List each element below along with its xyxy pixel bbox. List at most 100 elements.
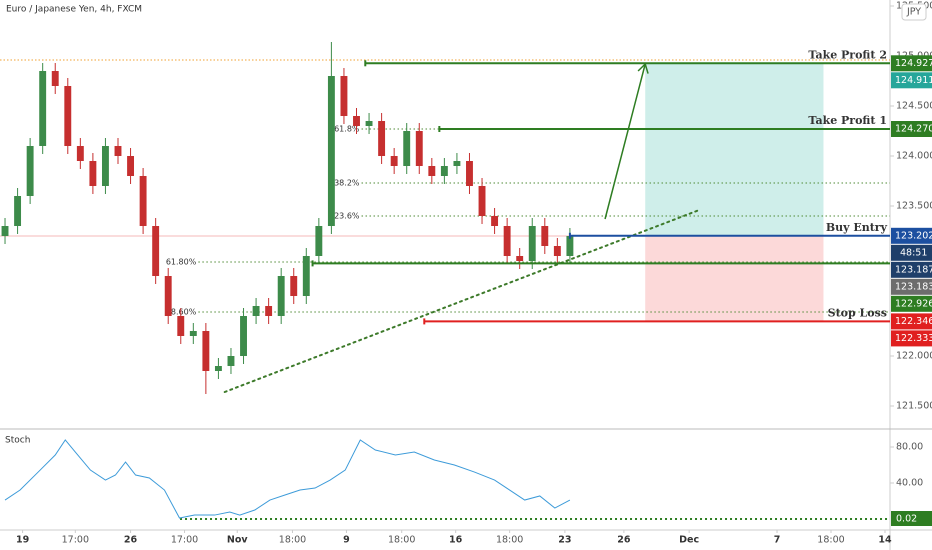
candle-body [491,216,499,226]
price-tag [891,121,932,137]
x-tick-label: 7 [774,535,781,546]
candle-body [227,356,235,366]
candle-body [189,331,197,336]
level-label: Take Profit 1 [808,114,887,127]
price-tag [891,227,932,244]
candle-body [202,331,210,371]
candle-body [14,196,22,226]
level-label: Stop Loss [828,306,887,319]
candle-body [127,156,135,176]
stoch-tick-label: 40.00 [896,478,923,489]
candle-body [51,71,59,86]
x-tick-label: Dec [679,535,699,546]
candle-body [214,366,222,371]
price-tag-label: 123.187 [895,264,932,275]
price-tag [891,55,932,72]
level-label: Buy Entry [826,221,888,234]
candle-body [378,121,386,156]
stoch-level-tag [891,511,932,527]
currency: JPY [906,7,921,18]
fib-label: 61.8% [334,125,360,134]
candle-body [315,226,323,256]
candle-body [177,316,185,336]
x-tick-label: 16 [449,535,463,546]
price-tag-label: 124.911 [895,75,932,86]
chart-title: Euro / Japanese Yen, 4h, FXCM [6,5,142,15]
candle-body [277,276,285,316]
candle-body [528,226,536,261]
price-tag [891,295,932,312]
candle-body [76,146,84,161]
price-tag [891,278,932,295]
candle-body [164,276,172,316]
candle-body [566,236,574,256]
price-tag-label: 124.270 [895,124,932,135]
candle-body [1,226,9,236]
candle-body [340,76,348,116]
candle-body [403,131,411,166]
price-tag [891,313,932,330]
fib-label: 23.6% [334,212,360,221]
x-tick-label: 18:00 [817,535,844,546]
y-tick-label: 123.500 [896,201,932,212]
x-tick-label: 23 [558,535,571,546]
candle-body [139,176,147,226]
candle-body [240,316,247,356]
candle-body [290,276,298,296]
currency-box [901,3,927,21]
candle-body [453,161,461,166]
x-tick-label: 17:00 [171,535,198,546]
price-tag-label: 123.183 [895,281,932,292]
candle-body [478,186,486,216]
price-tag [891,261,932,278]
x-tick-label: 26 [124,535,138,546]
y-tick-label: 124.500 [896,101,932,112]
price-tag [891,330,932,347]
candle-body [541,226,549,246]
y-tick-label: 124.000 [896,151,932,162]
x-tick-label: 18:00 [388,535,415,546]
candle-body [466,161,473,186]
x-tick-label: 14 [878,535,892,546]
x-tick-label: 9 [343,535,350,546]
y-tick-label: 122.000 [896,351,932,362]
candle-body [415,131,423,166]
candle-body [353,116,360,126]
candle-body [39,71,47,146]
candle-body [152,226,160,276]
candle-body [26,146,34,196]
x-tick-label: 19 [16,535,29,546]
y-tick-label: 121.500 [896,401,932,412]
candle-body [114,146,122,156]
price-tag-label: 123.202 [895,230,932,241]
x-tick-label: 18:00 [496,535,523,546]
arrow [604,63,646,220]
level-label: Take Profit 2 [808,48,887,61]
x-tick-label: 18:00 [279,535,306,546]
candle-body [265,306,273,316]
zone [645,63,824,236]
arrow-head [637,62,649,74]
candle-body [365,121,373,126]
candle-body [503,226,511,256]
fib-label: 61.80% [166,258,197,267]
candle-body [390,156,398,166]
candle-body [302,256,310,296]
candle-body [101,146,109,186]
zone [645,235,824,322]
x-tick-label: Nov [227,535,248,546]
candle-body [64,86,72,146]
candle-body [428,166,436,176]
candle-body [252,306,260,316]
candle-body [516,256,524,261]
stoch-line [4,439,571,519]
stoch-tick-label: 80.00 [896,442,923,453]
price-tag-label: 122.333 [895,333,932,344]
candle-body [327,76,335,226]
x-tick-label: 17:00 [62,535,89,546]
countdown: 48:51 [900,247,927,258]
trend-line [223,209,701,393]
candle-body [553,246,561,256]
